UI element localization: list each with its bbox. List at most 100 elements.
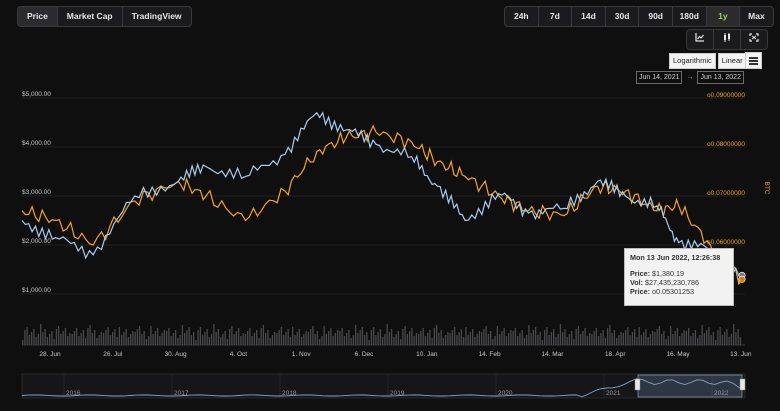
volume-bar [386,324,388,345]
line-chart-icon[interactable] [687,30,714,49]
volume-bar [566,337,568,345]
volume-bar [339,331,341,345]
volume-bar [683,330,685,345]
volume-bar [553,329,555,345]
volume-bar [22,340,24,345]
y-axis-left: $5,000.00 $4,000.00 $3,000.00 $2,000.00 $1,0… [22,91,51,294]
volume-bar [208,337,211,345]
volume-bar [517,336,519,345]
volume-bar [53,339,55,345]
volume-bar [699,335,701,345]
volume-bar [456,335,458,345]
volume-bar [519,333,521,345]
date-to-input[interactable]: Jun 13, 2022 [697,71,744,84]
volume-bar [564,329,566,345]
tab-market-cap[interactable]: Market Cap [58,7,123,26]
range-180d[interactable]: 180d [673,7,707,26]
volume-bar [280,327,283,345]
navigator[interactable]: 2016 2017 2018 2019 2020 2021 2022 [21,373,746,399]
tooltip-vol-row: Vol: $27,435,230,786 [630,278,728,287]
volume-bar [267,330,269,345]
volume-bar [382,337,384,345]
volume-bar [193,332,195,345]
volume-bar [357,333,359,345]
range-14d[interactable]: 14d [572,7,606,26]
volume-bar [447,332,449,345]
volume-bar [73,331,76,345]
volume-bar [114,329,116,345]
volume-bar [161,333,163,345]
candlestick-icon[interactable] [714,30,741,49]
volume-bar [496,326,499,345]
volume-bar [384,334,386,345]
range-24h[interactable]: 24h [505,7,539,26]
volume-bar [42,332,44,345]
volume-bar [321,336,323,345]
volume-bar [103,333,105,345]
volume-bar [78,336,80,345]
volume-bar [667,336,670,345]
volume-bar [332,336,334,345]
tooltip-btc-row: Price: ο0.05301253 [630,287,728,296]
volume-bar [391,329,393,345]
volume-bar [539,332,541,345]
volume-bar [271,335,274,345]
volume-bar [91,333,94,345]
volume-bar [582,331,584,345]
volume-bar [346,333,348,345]
volume-bar [204,332,206,345]
volume-bar [109,335,112,345]
volume-bar [220,337,222,345]
volume-bar [692,333,694,345]
volume-bar [60,334,62,345]
range-1y[interactable]: 1y [706,7,741,26]
logarithmic-button[interactable]: Logarithmic [669,53,716,69]
fullscreen-icon[interactable] [741,30,767,49]
volume-bar [418,334,420,345]
volume-bar [719,327,721,345]
volume-bar [132,331,134,345]
arrow-right-icon: → [686,74,694,81]
volume-bar [661,334,663,345]
volume-bar [238,328,240,345]
volume-bar [562,332,564,345]
volume-bar [181,325,184,345]
volume-bar [292,327,294,345]
date-from-input[interactable]: Jun 14, 2021 [636,71,683,84]
volume-bar [274,332,276,345]
volume-bar [708,327,710,345]
volume-bar [258,338,260,345]
volume-bar [26,327,28,345]
range-30d[interactable]: 30d [606,7,640,26]
y-right-tick-label: ο0.09000000 [707,92,745,99]
y-right-tick-label: ο0.06000000 [707,239,745,246]
volume-bar [672,334,674,345]
volume-bar [352,335,355,345]
volume-bar [55,329,58,345]
tab-tradingview[interactable]: TradingView [131,11,182,21]
volume-bar [197,330,199,345]
volume-bar [436,325,438,345]
volume-bar [368,340,370,345]
volume-bar [460,329,463,345]
navigator-right-handle [739,378,746,391]
volume-bar [688,328,690,345]
volume-bar [303,334,305,345]
range-90d[interactable]: 90d [639,7,673,26]
volume-bar [440,330,442,345]
menu-icon[interactable] [745,52,762,69]
volume-bar [136,329,139,345]
x-tick-label: 28. Jun [39,351,61,358]
volume-bar [472,329,474,345]
navigator-year-label: 2018 [282,390,297,397]
volume-bar [31,332,33,345]
volume-bar [71,334,73,345]
tab-price[interactable]: Price [18,7,58,26]
range-7d[interactable]: 7d [539,7,573,26]
volume-bar [269,338,271,345]
scale-toggle: Logarithmic Linear [669,53,749,69]
volume-bar [244,334,247,345]
volume-bar [188,327,190,345]
volume-bar [568,334,571,345]
range-max[interactable]: Max [748,11,765,21]
